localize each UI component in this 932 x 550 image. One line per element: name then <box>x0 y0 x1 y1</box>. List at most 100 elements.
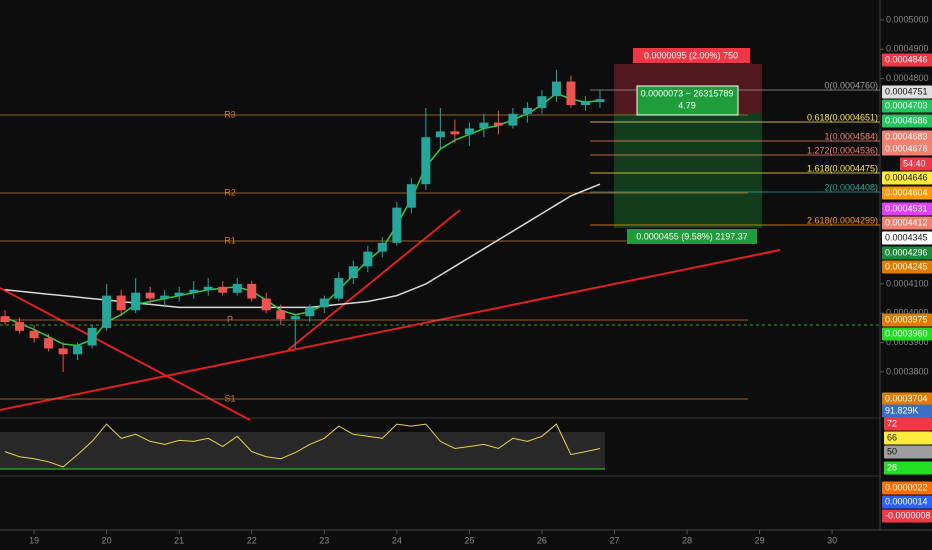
x-tick-label: 20 <box>102 535 112 545</box>
candle-body <box>363 251 373 267</box>
x-tick-label: 23 <box>319 535 329 545</box>
pivot-label: P <box>227 314 233 324</box>
candle-body <box>58 348 68 355</box>
price-tag-label: 0.0004751 <box>885 86 928 96</box>
candle-body <box>73 345 83 355</box>
x-tick-label: 27 <box>609 535 619 545</box>
candle-body <box>595 99 605 103</box>
fib-label: 2.618(0.0004299) <box>807 215 878 225</box>
candle-body <box>522 107 532 114</box>
fib-label: 1(0.0004584) <box>824 131 878 141</box>
price-tag <box>884 461 932 475</box>
rsi-line <box>4 423 601 468</box>
price-tag-label: 0.0004345 <box>885 232 928 242</box>
price-tag-label: 72 <box>887 418 897 428</box>
x-tick-label: 22 <box>247 535 257 545</box>
candle-body <box>247 283 257 299</box>
risk-box <box>633 48 750 63</box>
y-tick-label: 0.0005000 <box>886 14 929 24</box>
candle-body <box>580 102 590 105</box>
candle-body <box>305 307 315 317</box>
price-tag-label: 0.0004296 <box>885 247 928 257</box>
price-tag <box>884 417 932 431</box>
price-tag-label: 0.0004703 <box>885 100 928 110</box>
x-tick-label: 25 <box>464 535 474 545</box>
candle-body <box>189 289 199 293</box>
price-tag <box>882 509 932 523</box>
fib-label: 1.618(0.0004475) <box>807 163 878 173</box>
candle-body <box>290 316 300 320</box>
candle-body <box>174 292 184 296</box>
candle-body <box>377 242 387 252</box>
candle-body <box>450 131 460 135</box>
candle-body <box>348 266 358 279</box>
price-tag-label: 54:40 <box>903 158 926 168</box>
pivot-label: R2 <box>224 187 236 197</box>
risk-label: 0.0000095 (2.00%) 750 <box>644 50 738 60</box>
price-tag-label: 0.0000022 <box>885 482 928 492</box>
fib-label: 2(0.0004408) <box>824 182 878 192</box>
price-tag <box>884 431 932 445</box>
x-tick-label: 29 <box>755 535 765 545</box>
price-tag <box>882 313 932 327</box>
candle-body <box>464 128 474 135</box>
price-tag-label: 50 <box>887 446 897 456</box>
price-tag-label: 0.0004678 <box>885 143 928 153</box>
price-tag-label: 28 <box>887 462 897 472</box>
entry-label: 0.0000073 ~ 26315789 <box>641 88 734 98</box>
candle-body <box>44 338 54 349</box>
price-tag <box>900 157 932 171</box>
price-tag <box>882 481 932 495</box>
rsi-band <box>0 432 605 469</box>
candle-body <box>232 283 242 293</box>
candle-body <box>479 122 489 129</box>
ratio-label: 4.79 <box>678 100 696 110</box>
price-tag-label: 0.0004604 <box>885 187 928 197</box>
reward-label: 0.0000455 (9.58%) 2197.37 <box>636 231 748 241</box>
candle-body <box>551 81 561 97</box>
price-tag <box>882 260 932 274</box>
price-tag-label: 0.0003975 <box>885 314 928 324</box>
candle-body <box>319 298 329 308</box>
price-tag <box>882 130 932 144</box>
fib-label: 0.618(0.0004651) <box>807 112 878 122</box>
candle-body <box>421 137 431 185</box>
x-tick-label: 21 <box>174 535 184 545</box>
candle-body <box>15 322 25 331</box>
candle-body <box>87 327 97 346</box>
price-tag-label: 66 <box>887 432 897 442</box>
price-tag-label: 0.0000014 <box>885 496 928 506</box>
price-tag-label: 0.0004646 <box>885 172 928 182</box>
price-tag <box>882 216 932 230</box>
price-tag <box>882 495 932 509</box>
x-tick-label: 24 <box>392 535 402 545</box>
price-tag-label: 0.0004686 <box>885 115 928 125</box>
x-tick-label: 19 <box>29 535 39 545</box>
y-tick-label: 0.0004100 <box>886 278 929 288</box>
price-tag-label: 0.0003704 <box>885 393 928 403</box>
candle-body <box>566 81 576 105</box>
pivot-label: R3 <box>224 109 236 119</box>
y-tick-label: 0.0004000 <box>886 308 929 318</box>
price-tag <box>882 246 932 260</box>
price-tag <box>882 114 932 128</box>
fib-label: 1.272(0.0004536) <box>807 145 878 155</box>
candle-body <box>145 292 155 299</box>
candle-body <box>0 316 10 323</box>
x-tick-label: 28 <box>682 535 692 545</box>
price-tag-label: 0.0004683 <box>885 131 928 141</box>
price-tag-label: 0.0003960 <box>885 328 928 338</box>
candle-body <box>508 113 518 126</box>
price-tag-label: 0.0004531 <box>885 203 928 213</box>
trend-line <box>0 249 781 411</box>
price-tag <box>882 186 932 200</box>
price-tag <box>882 99 932 113</box>
candle-body <box>116 295 126 311</box>
candle-body <box>102 295 112 328</box>
y-tick-label: 0.0004800 <box>886 73 929 83</box>
candle-body <box>29 330 39 339</box>
candle-body <box>334 278 344 299</box>
price-tag-label: 0.0004245 <box>885 261 928 271</box>
